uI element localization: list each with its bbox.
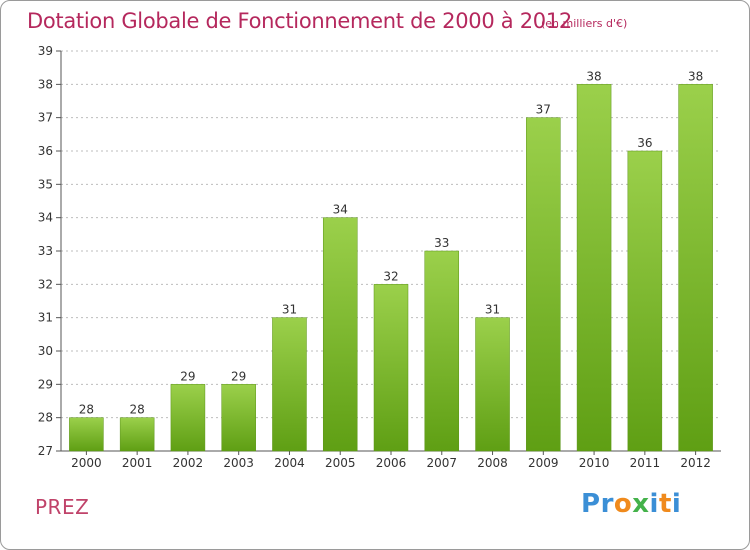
y-tick-label: 28: [38, 411, 53, 425]
bar-2000: [69, 418, 103, 451]
bar-2009: [526, 118, 560, 451]
bar-2005: [323, 218, 357, 451]
bar-2011: [628, 151, 662, 451]
y-tick-label: 31: [38, 311, 53, 325]
value-label-2009: 37: [536, 103, 551, 117]
x-tick-label: 2009: [528, 456, 559, 470]
value-label-2012: 38: [688, 69, 703, 83]
y-tick-label: 36: [38, 144, 53, 158]
y-tick-label: 38: [38, 77, 53, 91]
value-label-2011: 36: [637, 136, 652, 150]
commune-name: PREZ: [35, 495, 89, 519]
value-label-2008: 31: [485, 303, 500, 317]
proxiti-logo[interactable]: Proxiti: [581, 489, 681, 519]
x-tick-label: 2003: [223, 456, 254, 470]
x-tick-label: 2007: [426, 456, 457, 470]
bar-2001: [120, 418, 154, 451]
value-label-2003: 29: [231, 369, 246, 383]
y-tick-label: 37: [38, 111, 53, 125]
value-label-2004: 31: [282, 303, 297, 317]
x-tick-label: 2005: [325, 456, 356, 470]
x-tick-label: 2001: [122, 456, 153, 470]
x-tick-label: 2010: [579, 456, 610, 470]
bar-2010: [577, 84, 611, 451]
bar-2004: [272, 318, 306, 451]
value-label-2001: 28: [130, 403, 145, 417]
bar-2006: [374, 284, 408, 451]
y-tick-label: 33: [38, 244, 53, 258]
bar-2003: [222, 384, 256, 451]
y-tick-label: 32: [38, 277, 53, 291]
y-tick-label: 30: [38, 344, 53, 358]
x-tick-label: 2004: [274, 456, 305, 470]
bar-2002: [171, 384, 205, 451]
value-label-2002: 29: [180, 369, 195, 383]
bar-2007: [425, 251, 459, 451]
x-tick-label: 2008: [477, 456, 508, 470]
value-label-2007: 33: [434, 236, 449, 250]
value-label-2000: 28: [79, 403, 94, 417]
bar-2008: [476, 318, 510, 451]
x-tick-label: 2006: [376, 456, 407, 470]
x-tick-label: 2000: [71, 456, 102, 470]
bar-2012: [679, 84, 713, 451]
y-tick-label: 34: [38, 211, 53, 225]
y-tick-label: 29: [38, 377, 53, 391]
y-tick-label: 27: [38, 444, 53, 458]
x-tick-label: 2002: [173, 456, 204, 470]
x-tick-label: 2012: [680, 456, 711, 470]
x-tick-label: 2011: [630, 456, 661, 470]
value-label-2005: 34: [333, 203, 348, 217]
value-label-2010: 38: [586, 69, 601, 83]
value-label-2006: 32: [383, 269, 398, 283]
y-tick-label: 39: [38, 44, 53, 58]
bar-chart: 27 28 29 30 31 32 33 34 35 36 37 38 39 2000 2001 2002 20…: [1, 1, 749, 549]
chart-frame: Dotation Globale de Fonctionnement de 20…: [0, 0, 750, 550]
y-tick-label: 35: [38, 177, 53, 191]
